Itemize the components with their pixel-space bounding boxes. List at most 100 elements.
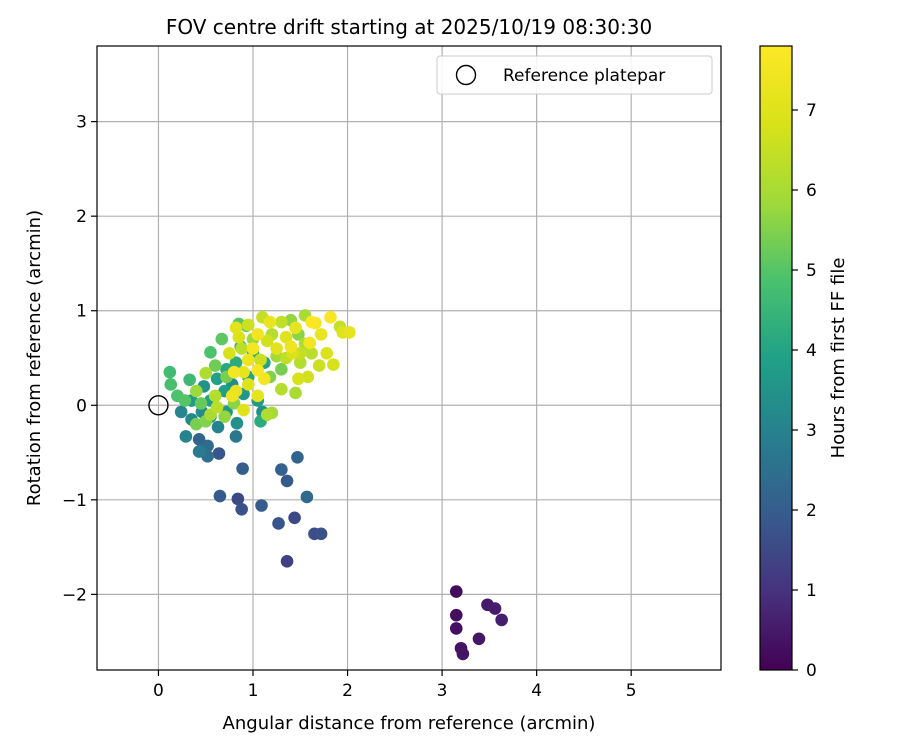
legend: Reference platepar bbox=[436, 55, 713, 95]
scatter-point bbox=[449, 608, 463, 622]
scatter-point bbox=[212, 447, 226, 460]
scatter-point bbox=[303, 336, 317, 350]
colorbar-tick-label: 3 bbox=[806, 421, 817, 441]
scatter-point bbox=[488, 602, 502, 615]
scatter-point bbox=[275, 382, 288, 396]
scatter-point bbox=[213, 489, 227, 503]
scatter-point bbox=[178, 394, 192, 407]
scatter-point bbox=[275, 315, 288, 329]
scatter-point bbox=[192, 445, 206, 458]
scatter-point bbox=[301, 370, 315, 384]
colorbar-tick-label: 6 bbox=[806, 181, 817, 201]
scatter-point bbox=[227, 365, 241, 379]
scatter-point bbox=[246, 342, 260, 355]
scatter-point bbox=[300, 490, 314, 504]
scatter-point bbox=[314, 328, 328, 341]
scatter-point bbox=[305, 315, 318, 329]
scatter-point bbox=[275, 463, 288, 476]
x-axis-label: Angular distance from reference (arcmin) bbox=[223, 713, 596, 734]
colorbar-ticks: 0 1 2 3 4 5 6 7 bbox=[792, 101, 817, 681]
scatter-point bbox=[204, 346, 217, 359]
scatter-point bbox=[327, 358, 340, 371]
scatter-point bbox=[174, 405, 188, 419]
scatter-point bbox=[215, 332, 229, 346]
scatter-point bbox=[210, 400, 224, 414]
colorbar-gradient bbox=[760, 46, 792, 670]
scatter-point bbox=[231, 492, 245, 506]
scatter-point bbox=[275, 363, 288, 376]
scatter-point bbox=[229, 356, 243, 370]
scatter-point bbox=[208, 389, 222, 403]
x-tick-label: 4 bbox=[531, 681, 542, 701]
scatter-point bbox=[251, 363, 265, 377]
scatter-point bbox=[210, 372, 224, 386]
scatter-point bbox=[237, 365, 250, 379]
scatter-point bbox=[230, 416, 244, 430]
colorbar-tick-label: 7 bbox=[806, 101, 817, 121]
y-tick-label: 0 bbox=[76, 396, 87, 416]
colorbar-tick-label: 5 bbox=[806, 261, 817, 281]
chart-title: FOV centre drift starting at 2025/10/19 … bbox=[166, 15, 652, 39]
y-tick-label: −1 bbox=[62, 491, 87, 511]
x-tick-label: 2 bbox=[342, 681, 353, 701]
scatter-point bbox=[229, 321, 243, 335]
scatter-point bbox=[272, 517, 285, 530]
scatter-point bbox=[192, 433, 206, 446]
y-axis-ticks: −2 −1 0 1 2 3 bbox=[62, 113, 97, 605]
scatter-point bbox=[312, 359, 326, 372]
x-tick-label: 1 bbox=[248, 681, 259, 701]
scatter-point bbox=[189, 417, 203, 431]
scatter-point bbox=[218, 410, 231, 423]
scatter-point bbox=[255, 499, 268, 512]
scatter-point bbox=[164, 378, 178, 391]
scatter-point bbox=[280, 554, 294, 568]
scatter-point bbox=[449, 585, 463, 598]
x-tick-label: 0 bbox=[153, 681, 164, 701]
scatter-point bbox=[284, 340, 298, 353]
scatter-point bbox=[179, 430, 193, 443]
scatter-point bbox=[263, 315, 277, 329]
y-tick-label: 3 bbox=[76, 113, 87, 133]
colorbar-tick-label: 4 bbox=[806, 341, 817, 361]
legend-marker-icon bbox=[455, 64, 477, 86]
legend-label: Reference platepar bbox=[503, 66, 665, 86]
y-tick-label: 1 bbox=[76, 302, 87, 322]
scatter-point bbox=[260, 408, 274, 422]
y-tick-label: −2 bbox=[62, 585, 87, 605]
colorbar-frame bbox=[759, 45, 793, 671]
legend-box bbox=[436, 55, 713, 95]
colorbar-label: Hours from first FF file bbox=[828, 258, 849, 459]
scatter-point bbox=[251, 328, 265, 341]
x-axis-ticks: 0 1 2 3 4 5 bbox=[153, 670, 637, 701]
scatter-point bbox=[211, 420, 225, 434]
scatter-point bbox=[343, 326, 356, 339]
scatter-point bbox=[472, 632, 486, 646]
scatter-point bbox=[163, 365, 177, 379]
scatter-point bbox=[289, 386, 302, 400]
scatter-point bbox=[305, 346, 318, 360]
scatter-point bbox=[260, 334, 274, 348]
scatter-point bbox=[241, 318, 255, 332]
scatter-point bbox=[235, 342, 248, 355]
scatter-point bbox=[449, 622, 463, 635]
scatter-point bbox=[199, 366, 213, 380]
scatter-points bbox=[163, 309, 508, 661]
colorbar-tick-label: 2 bbox=[806, 501, 817, 521]
scatter-point bbox=[194, 397, 208, 410]
scatter-point bbox=[241, 378, 255, 391]
scatter-point bbox=[237, 403, 250, 417]
scatter-point bbox=[232, 330, 246, 344]
scatter-point bbox=[495, 613, 508, 627]
scatter-point bbox=[236, 462, 249, 475]
scatter-point bbox=[223, 346, 236, 360]
grid bbox=[97, 46, 721, 670]
y-tick-label: 2 bbox=[76, 207, 87, 227]
scatter-point bbox=[289, 321, 302, 335]
scatter-point bbox=[293, 356, 307, 370]
scatter-point bbox=[235, 502, 248, 516]
colorbar-tick-label: 1 bbox=[806, 581, 817, 601]
scatter-point bbox=[241, 353, 255, 367]
scatter-point bbox=[270, 342, 283, 355]
scatter-point bbox=[314, 527, 328, 541]
